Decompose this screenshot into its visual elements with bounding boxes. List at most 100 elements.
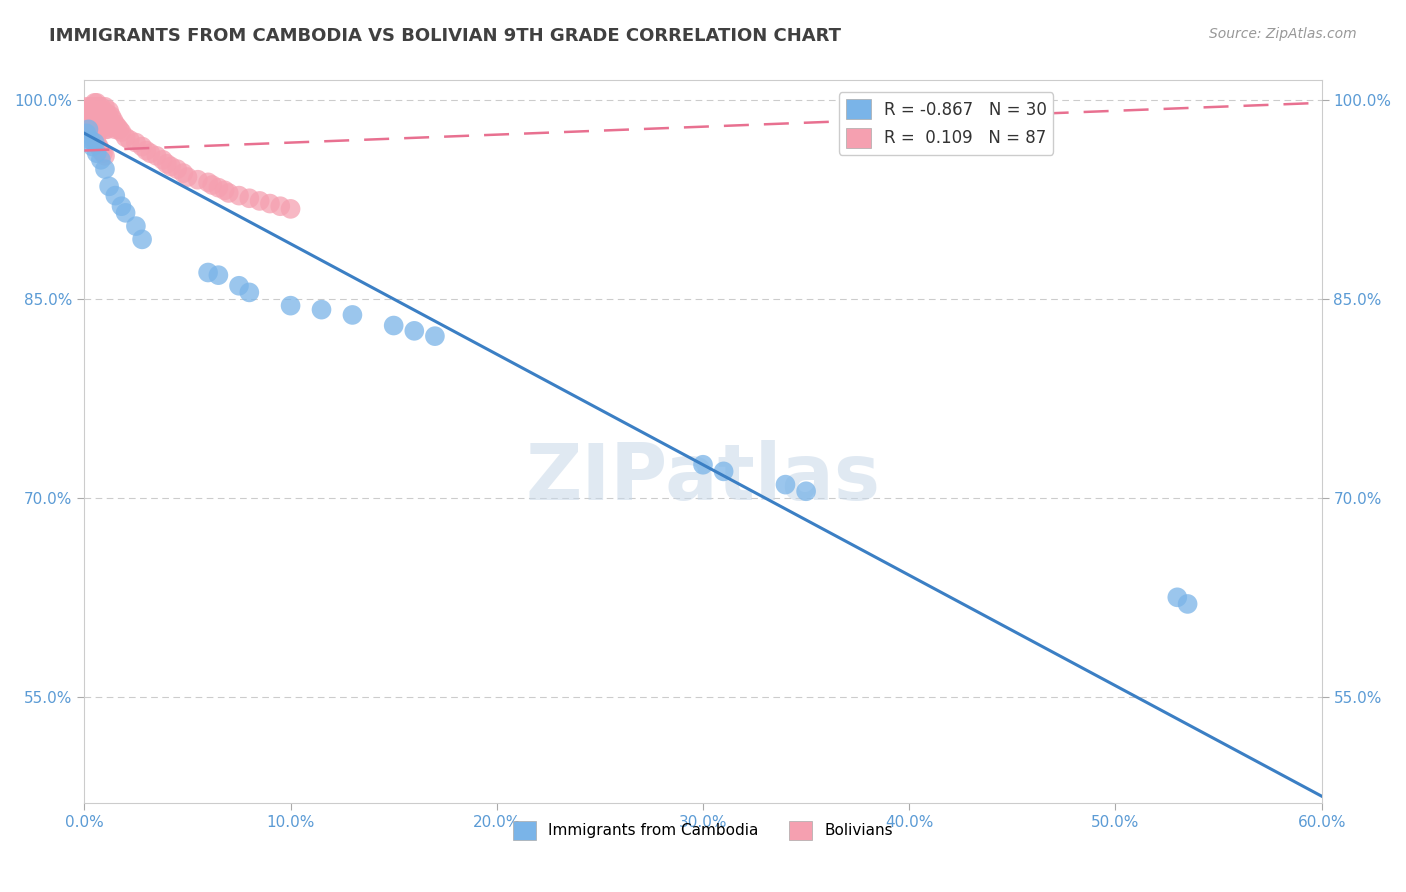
Point xyxy=(98,112,121,126)
Point xyxy=(104,117,127,131)
Text: Source: ZipAtlas.com: Source: ZipAtlas.com xyxy=(1209,27,1357,41)
Point xyxy=(91,109,114,123)
Point xyxy=(86,136,108,150)
Point xyxy=(238,191,260,205)
Point xyxy=(249,194,271,208)
Point xyxy=(131,232,153,246)
Point xyxy=(90,144,112,158)
Text: IMMIGRANTS FROM CAMBODIA VS BOLIVIAN 9TH GRADE CORRELATION CHART: IMMIGRANTS FROM CAMBODIA VS BOLIVIAN 9TH… xyxy=(49,27,841,45)
Point xyxy=(423,329,446,343)
Point xyxy=(139,146,162,161)
Point xyxy=(94,113,117,128)
Point xyxy=(118,133,141,147)
Point xyxy=(90,113,112,128)
Point xyxy=(96,113,118,128)
Point xyxy=(105,120,128,134)
Point xyxy=(197,175,219,189)
Point xyxy=(114,130,136,145)
Point xyxy=(187,172,209,186)
Point xyxy=(87,120,110,134)
Text: ZIPatlas: ZIPatlas xyxy=(526,440,880,516)
Point xyxy=(94,149,117,163)
Point xyxy=(280,299,302,313)
Point xyxy=(75,100,97,114)
Point xyxy=(77,103,100,118)
Point xyxy=(775,477,797,491)
Point xyxy=(110,125,132,139)
Point xyxy=(87,113,110,128)
Point xyxy=(280,202,302,216)
Point xyxy=(82,126,104,140)
Point xyxy=(83,100,105,114)
Point xyxy=(77,113,100,128)
Point xyxy=(91,103,114,118)
Point xyxy=(100,109,122,123)
Point xyxy=(98,103,121,118)
Point xyxy=(125,219,148,233)
Point xyxy=(83,95,105,110)
Point xyxy=(166,162,188,177)
Point xyxy=(96,122,118,136)
Point xyxy=(1177,597,1199,611)
Point xyxy=(90,153,112,167)
Point xyxy=(94,100,117,114)
Point xyxy=(104,122,127,136)
Point xyxy=(228,188,250,202)
Point xyxy=(79,133,101,147)
Point xyxy=(342,308,364,322)
Point xyxy=(794,484,817,499)
Point xyxy=(156,157,179,171)
Point xyxy=(311,302,333,317)
Point xyxy=(713,464,735,478)
Legend: Immigrants from Cambodia, Bolivians: Immigrants from Cambodia, Bolivians xyxy=(508,815,898,846)
Point xyxy=(83,126,105,140)
Point xyxy=(98,179,121,194)
Point xyxy=(172,166,194,180)
Point xyxy=(125,136,148,150)
Point xyxy=(83,120,105,134)
Point xyxy=(103,113,125,128)
Point xyxy=(79,120,101,134)
Point xyxy=(79,106,101,120)
Point xyxy=(77,122,100,136)
Point xyxy=(131,139,153,153)
Point xyxy=(87,100,110,114)
Point xyxy=(176,169,198,184)
Point xyxy=(82,100,104,114)
Point xyxy=(90,122,112,136)
Point xyxy=(207,180,229,194)
Point xyxy=(82,139,104,153)
Point xyxy=(86,106,108,120)
Point xyxy=(86,146,108,161)
Point xyxy=(94,106,117,120)
Point xyxy=(160,160,183,174)
Point xyxy=(91,146,114,161)
Point xyxy=(100,117,122,131)
Point xyxy=(83,133,105,147)
Point xyxy=(82,120,104,134)
Point xyxy=(152,153,174,167)
Point xyxy=(98,120,121,134)
Point xyxy=(404,324,426,338)
Point xyxy=(82,106,104,120)
Point xyxy=(228,278,250,293)
Point xyxy=(83,136,105,150)
Point xyxy=(94,122,117,136)
Point xyxy=(201,178,224,192)
Point xyxy=(79,113,101,128)
Point xyxy=(83,113,105,128)
Point xyxy=(1166,591,1188,605)
Point xyxy=(238,285,260,300)
Point xyxy=(145,149,167,163)
Point xyxy=(135,144,157,158)
Point xyxy=(90,106,112,120)
Point xyxy=(86,120,108,134)
Point xyxy=(104,188,127,202)
Point xyxy=(692,458,714,472)
Point xyxy=(110,199,132,213)
Point xyxy=(197,266,219,280)
Point xyxy=(91,117,114,131)
Point xyxy=(87,106,110,120)
Point xyxy=(87,139,110,153)
Point xyxy=(218,186,240,200)
